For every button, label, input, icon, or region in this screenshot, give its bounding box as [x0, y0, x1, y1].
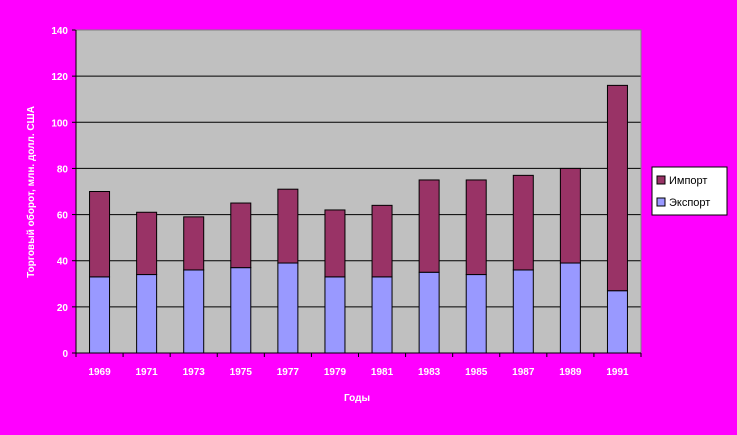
bar-import-1985	[465, 179, 487, 276]
y-tick-label: 140	[51, 26, 68, 37]
y-tick-label: 60	[57, 211, 69, 222]
bar-import-1979	[324, 209, 346, 278]
legend-box	[651, 166, 728, 216]
plot-area	[76, 30, 641, 353]
bar-export-1987	[512, 269, 534, 354]
bar-export-1969	[89, 276, 111, 354]
y-axis-label: Торговый оборот, млн. долл. США	[25, 106, 37, 278]
bar-export-1989	[559, 262, 581, 354]
bars-group	[89, 84, 628, 354]
bar-export-1991	[606, 290, 628, 354]
bar-import-1975	[230, 202, 252, 269]
legend: Импорт Экспорт	[651, 166, 728, 216]
x-tick-label: 1989	[559, 367, 582, 378]
x-tick-label: 1981	[371, 367, 394, 378]
bar-import-1991	[606, 84, 628, 292]
bar-export-1981	[371, 276, 393, 354]
x-tick-label: 1971	[136, 367, 159, 378]
axes-group: 0 20 40 60 80 100 120 140 1969 1971 1973 1975 1977 19…	[51, 26, 642, 378]
x-tick-label: 1985	[465, 367, 488, 378]
x-tick-label: 1991	[606, 367, 629, 378]
y-tick-label: 40	[57, 257, 69, 268]
x-tick-label: 1987	[512, 367, 535, 378]
bar-import-1973	[183, 216, 205, 271]
bar-import-1969	[89, 191, 111, 278]
bar-import-1977	[277, 188, 299, 264]
x-axis-label: Годы	[344, 393, 370, 404]
x-tick-label: 1979	[324, 367, 347, 378]
x-tick-label: 1973	[183, 367, 206, 378]
bar-import-1989	[559, 167, 581, 264]
x-tick-label: 1969	[88, 367, 111, 378]
bar-export-1975	[230, 267, 252, 354]
bar-import-1987	[512, 174, 534, 271]
bar-export-1977	[277, 262, 299, 354]
x-tick-label: 1975	[230, 367, 253, 378]
bar-export-1971	[136, 274, 158, 354]
plot-area-group	[76, 29, 641, 353]
y-tick-label: 0	[62, 349, 68, 360]
legend-swatch-export	[656, 197, 666, 207]
bar-export-1983	[418, 271, 440, 354]
x-tick-label: 1977	[277, 367, 300, 378]
y-tick-label: 100	[51, 118, 68, 129]
bar-import-1971	[136, 211, 158, 276]
legend-swatch-import	[656, 175, 666, 185]
bar-import-1983	[418, 179, 440, 273]
bar-export-1985	[465, 274, 487, 354]
x-tick-label: 1983	[418, 367, 441, 378]
bar-export-1979	[324, 276, 346, 354]
y-tick-label: 20	[57, 303, 69, 314]
bar-import-1981	[371, 204, 393, 278]
y-tick-label: 120	[51, 72, 68, 83]
legend-label-import: Импорт	[669, 175, 707, 187]
y-tick-label: 80	[57, 164, 69, 175]
bar-export-1973	[183, 269, 205, 354]
legend-label-export: Экспорт	[669, 197, 710, 209]
